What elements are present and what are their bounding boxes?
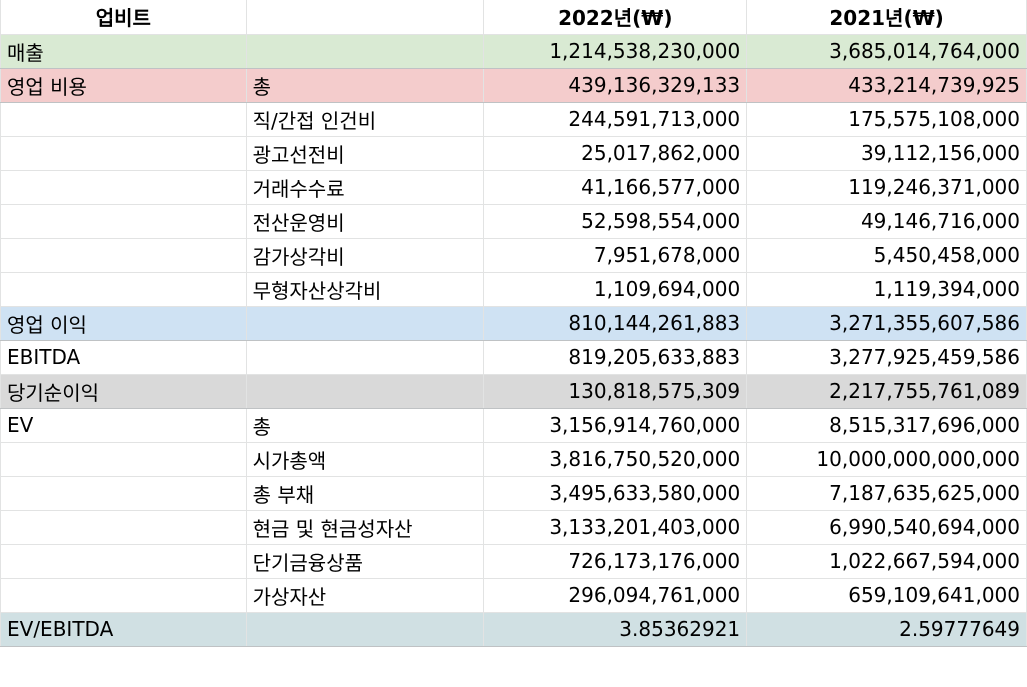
value-2021-cell[interactable]: 1,119,394,000 [746,271,1027,307]
value-2021-cell[interactable]: 8,515,317,696,000 [746,407,1027,443]
table-row: 직/간접 인건비 244,591,713,000 175,575,108,000 [0,101,1027,137]
category-cell[interactable]: EV [0,407,247,443]
header-cell-2021[interactable]: 2021년(₩) [746,0,1027,35]
value-2022-cell[interactable]: 3,133,201,403,000 [483,509,748,545]
value-2022-cell[interactable]: 3.85362921 [483,611,748,647]
table-row: 광고선전비 25,017,862,000 39,112,156,000 [0,135,1027,171]
category-cell[interactable] [0,237,247,273]
value-2022-cell[interactable]: 41,166,577,000 [483,169,748,205]
category-cell[interactable] [0,509,247,545]
table-row: 총 부채 3,495,633,580,000 7,187,635,625,000 [0,475,1027,511]
table-row: EV 총 3,156,914,760,000 8,515,317,696,000 [0,407,1027,443]
category-cell[interactable] [0,169,247,205]
value-2021-cell[interactable]: 2,217,755,761,089 [746,373,1027,409]
category-cell[interactable] [0,271,247,307]
subitem-cell[interactable]: 전산운영비 [245,203,485,239]
subitem-cell[interactable] [245,305,485,341]
category-cell[interactable]: 영업 비용 [0,67,247,103]
value-2022-cell[interactable]: 810,144,261,883 [483,305,748,341]
subitem-cell[interactable]: 총 [245,67,485,103]
value-2021-cell[interactable]: 175,575,108,000 [746,101,1027,137]
value-2022-cell[interactable]: 1,214,538,230,000 [483,33,748,69]
value-2021-cell[interactable]: 3,277,925,459,586 [746,339,1027,375]
value-2021-cell[interactable]: 5,450,458,000 [746,237,1027,273]
table-row: 영업 이익 810,144,261,883 3,271,355,607,586 [0,305,1027,341]
value-2022-cell[interactable]: 52,598,554,000 [483,203,748,239]
subitem-cell[interactable] [245,339,485,375]
table-row: 시가총액 3,816,750,520,000 10,000,000,000,000 [0,441,1027,477]
value-2022-cell[interactable]: 244,591,713,000 [483,101,748,137]
category-cell[interactable] [0,203,247,239]
category-cell[interactable] [0,543,247,579]
table-row: 현금 및 현금성자산 3,133,201,403,000 6,990,540,694… [0,509,1027,545]
category-cell[interactable]: EBITDA [0,339,247,375]
category-cell[interactable] [0,441,247,477]
value-2021-cell[interactable]: 49,146,716,000 [746,203,1027,239]
subitem-cell[interactable]: 총 부채 [245,475,485,511]
category-cell[interactable] [0,577,247,613]
header-cell-blank[interactable] [245,0,485,35]
subitem-cell[interactable]: 감가상각비 [245,237,485,273]
financial-table: 업비트 2022년(₩) 2021년(₩) 매출 1,214,538,230,00… [0,0,1027,647]
value-2021-cell[interactable]: 2.59777649 [746,611,1027,647]
value-2022-cell[interactable]: 3,495,633,580,000 [483,475,748,511]
value-2021-cell[interactable]: 39,112,156,000 [746,135,1027,171]
value-2021-cell[interactable]: 7,187,635,625,000 [746,475,1027,511]
subitem-cell[interactable]: 가상자산 [245,577,485,613]
subitem-cell[interactable]: 무형자산상각비 [245,271,485,307]
category-cell[interactable]: 매출 [0,33,247,69]
table-row: 매출 1,214,538,230,000 3,685,014,764,000 [0,33,1027,69]
value-2022-cell[interactable]: 439,136,329,133 [483,67,748,103]
value-2022-cell[interactable]: 819,205,633,883 [483,339,748,375]
table-row: 무형자산상각비 1,109,694,000 1,119,394,000 [0,271,1027,307]
value-2021-cell[interactable]: 3,271,355,607,586 [746,305,1027,341]
table-row: 당기순이익 130,818,575,309 2,217,755,761,089 [0,373,1027,409]
table-row: EBITDA 819,205,633,883 3,277,925,459,586 [0,339,1027,375]
value-2022-cell[interactable]: 130,818,575,309 [483,373,748,409]
value-2022-cell[interactable]: 1,109,694,000 [483,271,748,307]
subitem-cell[interactable]: 직/간접 인건비 [245,101,485,137]
table-row: 감가상각비 7,951,678,000 5,450,458,000 [0,237,1027,273]
subitem-cell[interactable]: 시가총액 [245,441,485,477]
value-2022-cell[interactable]: 726,173,176,000 [483,543,748,579]
subitem-cell[interactable]: 총 [245,407,485,443]
category-cell[interactable] [0,475,247,511]
category-cell[interactable] [0,101,247,137]
subitem-cell[interactable]: 단기금융상품 [245,543,485,579]
category-cell[interactable] [0,135,247,171]
table-row: 전산운영비 52,598,554,000 49,146,716,000 [0,203,1027,239]
category-cell[interactable]: 영업 이익 [0,305,247,341]
table-row: 거래수수료 41,166,577,000 119,246,371,000 [0,169,1027,205]
table-row: 단기금융상품 726,173,176,000 1,022,667,594,000 [0,543,1027,579]
category-cell[interactable]: EV/EBITDA [0,611,247,647]
value-2021-cell[interactable]: 3,685,014,764,000 [746,33,1027,69]
subitem-cell[interactable]: 광고선전비 [245,135,485,171]
header-row: 업비트 2022년(₩) 2021년(₩) [0,0,1027,35]
value-2022-cell[interactable]: 296,094,761,000 [483,577,748,613]
value-2021-cell[interactable]: 10,000,000,000,000 [746,441,1027,477]
value-2022-cell[interactable]: 25,017,862,000 [483,135,748,171]
category-cell[interactable]: 당기순이익 [0,373,247,409]
value-2021-cell[interactable]: 1,022,667,594,000 [746,543,1027,579]
header-cell-company[interactable]: 업비트 [0,0,247,35]
value-2021-cell[interactable]: 119,246,371,000 [746,169,1027,205]
subitem-cell[interactable]: 현금 및 현금성자산 [245,509,485,545]
table-row: 영업 비용 총 439,136,329,133 433,214,739,925 [0,67,1027,103]
table-row: 가상자산 296,094,761,000 659,109,641,000 [0,577,1027,613]
subitem-cell[interactable] [245,33,485,69]
subitem-cell[interactable] [245,373,485,409]
value-2021-cell[interactable]: 6,990,540,694,000 [746,509,1027,545]
subitem-cell[interactable] [245,611,485,647]
value-2021-cell[interactable]: 433,214,739,925 [746,67,1027,103]
value-2022-cell[interactable]: 3,156,914,760,000 [483,407,748,443]
table-body: 업비트 2022년(₩) 2021년(₩) 매출 1,214,538,230,00… [0,0,1027,647]
value-2022-cell[interactable]: 7,951,678,000 [483,237,748,273]
table-row: EV/EBITDA 3.85362921 2.59777649 [0,611,1027,647]
value-2022-cell[interactable]: 3,816,750,520,000 [483,441,748,477]
subitem-cell[interactable]: 거래수수료 [245,169,485,205]
value-2021-cell[interactable]: 659,109,641,000 [746,577,1027,613]
header-cell-2022[interactable]: 2022년(₩) [483,0,748,35]
